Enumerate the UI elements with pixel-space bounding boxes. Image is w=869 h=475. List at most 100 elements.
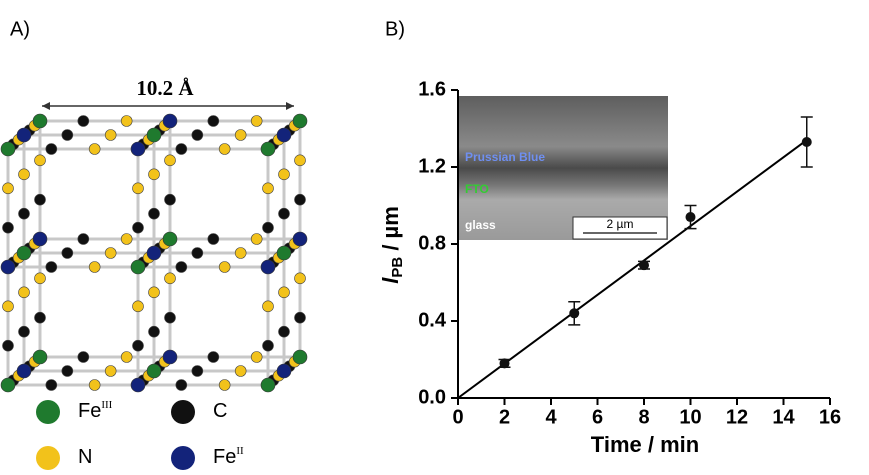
atom: [45, 261, 58, 273]
x-tick-label: 2: [499, 406, 510, 428]
atom: [130, 377, 146, 393]
atom: [207, 233, 220, 245]
atom: [2, 300, 14, 313]
atom: [132, 300, 144, 313]
atom: [148, 207, 160, 220]
atom: [88, 261, 101, 273]
atom: [88, 379, 101, 391]
atom: [218, 379, 231, 391]
atom: [2, 339, 14, 352]
atom: [18, 286, 30, 299]
atom: [207, 351, 220, 363]
atom: [278, 325, 290, 338]
atom: [18, 207, 30, 220]
legend-swatch: [36, 400, 60, 424]
atom: [148, 168, 160, 181]
atom: [34, 311, 46, 324]
legend-label: FeII: [213, 445, 244, 469]
legend-symbol: N: [78, 446, 92, 468]
fit-line: [457, 139, 808, 399]
atom: [294, 193, 306, 206]
atom: [146, 363, 162, 379]
atom: [88, 143, 101, 155]
atom: [61, 365, 74, 377]
lattice: [0, 113, 308, 393]
x-tick-label: 6: [592, 406, 603, 428]
y-tick-label: 1.2: [418, 155, 446, 177]
atom: [146, 245, 162, 261]
atom: [77, 115, 90, 127]
atom: [104, 247, 117, 259]
y-tick-label: 0.8: [418, 232, 446, 254]
atom: [104, 129, 117, 141]
atom: [120, 233, 133, 245]
atom: [260, 377, 276, 393]
atom: [34, 272, 46, 285]
y-tick-label: 0.4: [418, 309, 447, 331]
inset-label: FTO: [465, 182, 489, 196]
data-point: [685, 212, 696, 223]
atom: [175, 379, 188, 391]
atom: [2, 221, 14, 234]
atom: [0, 141, 16, 157]
x-axis-title: Time / min: [591, 432, 699, 457]
atom: [191, 365, 204, 377]
atom: [18, 168, 30, 181]
legend-symbol: C: [213, 400, 227, 422]
atom: [292, 349, 308, 365]
legend-label: C: [213, 400, 227, 422]
atom: [16, 363, 32, 379]
atom: [260, 141, 276, 157]
atom: [2, 182, 14, 195]
atom: [0, 259, 16, 275]
atom: [250, 351, 263, 363]
atom: [292, 113, 308, 129]
atom: [250, 115, 263, 127]
atom: [32, 113, 48, 129]
x-tick-label: 16: [819, 406, 841, 428]
x-tick-label: 12: [726, 406, 748, 428]
atom: [120, 351, 133, 363]
atom: [207, 115, 220, 127]
legend-swatch: [171, 400, 195, 424]
atom: [45, 143, 58, 155]
legend-superscript: II: [236, 445, 244, 457]
panel-label: B): [385, 18, 405, 40]
atom: [294, 272, 306, 285]
atom: [292, 231, 308, 247]
atom: [234, 365, 247, 377]
legend-label: FeIII: [78, 399, 113, 423]
atom: [34, 154, 46, 167]
atom: [132, 182, 144, 195]
atom: [32, 349, 48, 365]
atom: [191, 129, 204, 141]
atom: [32, 231, 48, 247]
x-tick-label: 14: [772, 406, 795, 428]
legend: FeIII C N FeII: [36, 399, 244, 470]
scale-label: 2 µm: [607, 217, 634, 231]
atom: [61, 129, 74, 141]
legend-label: N: [78, 446, 92, 468]
legend-symbol: Fe: [213, 446, 236, 468]
atom: [262, 339, 274, 352]
legend-swatch: [36, 446, 60, 470]
atom: [130, 141, 146, 157]
atom: [234, 247, 247, 259]
atom: [260, 259, 276, 275]
atom: [77, 351, 90, 363]
atom: [294, 311, 306, 324]
x-tick-label: 0: [452, 406, 463, 428]
atom: [164, 311, 176, 324]
data-point: [639, 260, 649, 271]
atom: [162, 113, 178, 129]
atom: [77, 233, 90, 245]
atom: [294, 154, 306, 167]
inset-label: glass: [465, 218, 496, 232]
atom: [148, 286, 160, 299]
x-tick-label: 8: [638, 406, 649, 428]
atom: [175, 261, 188, 273]
atom: [175, 143, 188, 155]
y-axis-title: lPB / µm: [378, 206, 406, 284]
atom: [16, 127, 32, 143]
